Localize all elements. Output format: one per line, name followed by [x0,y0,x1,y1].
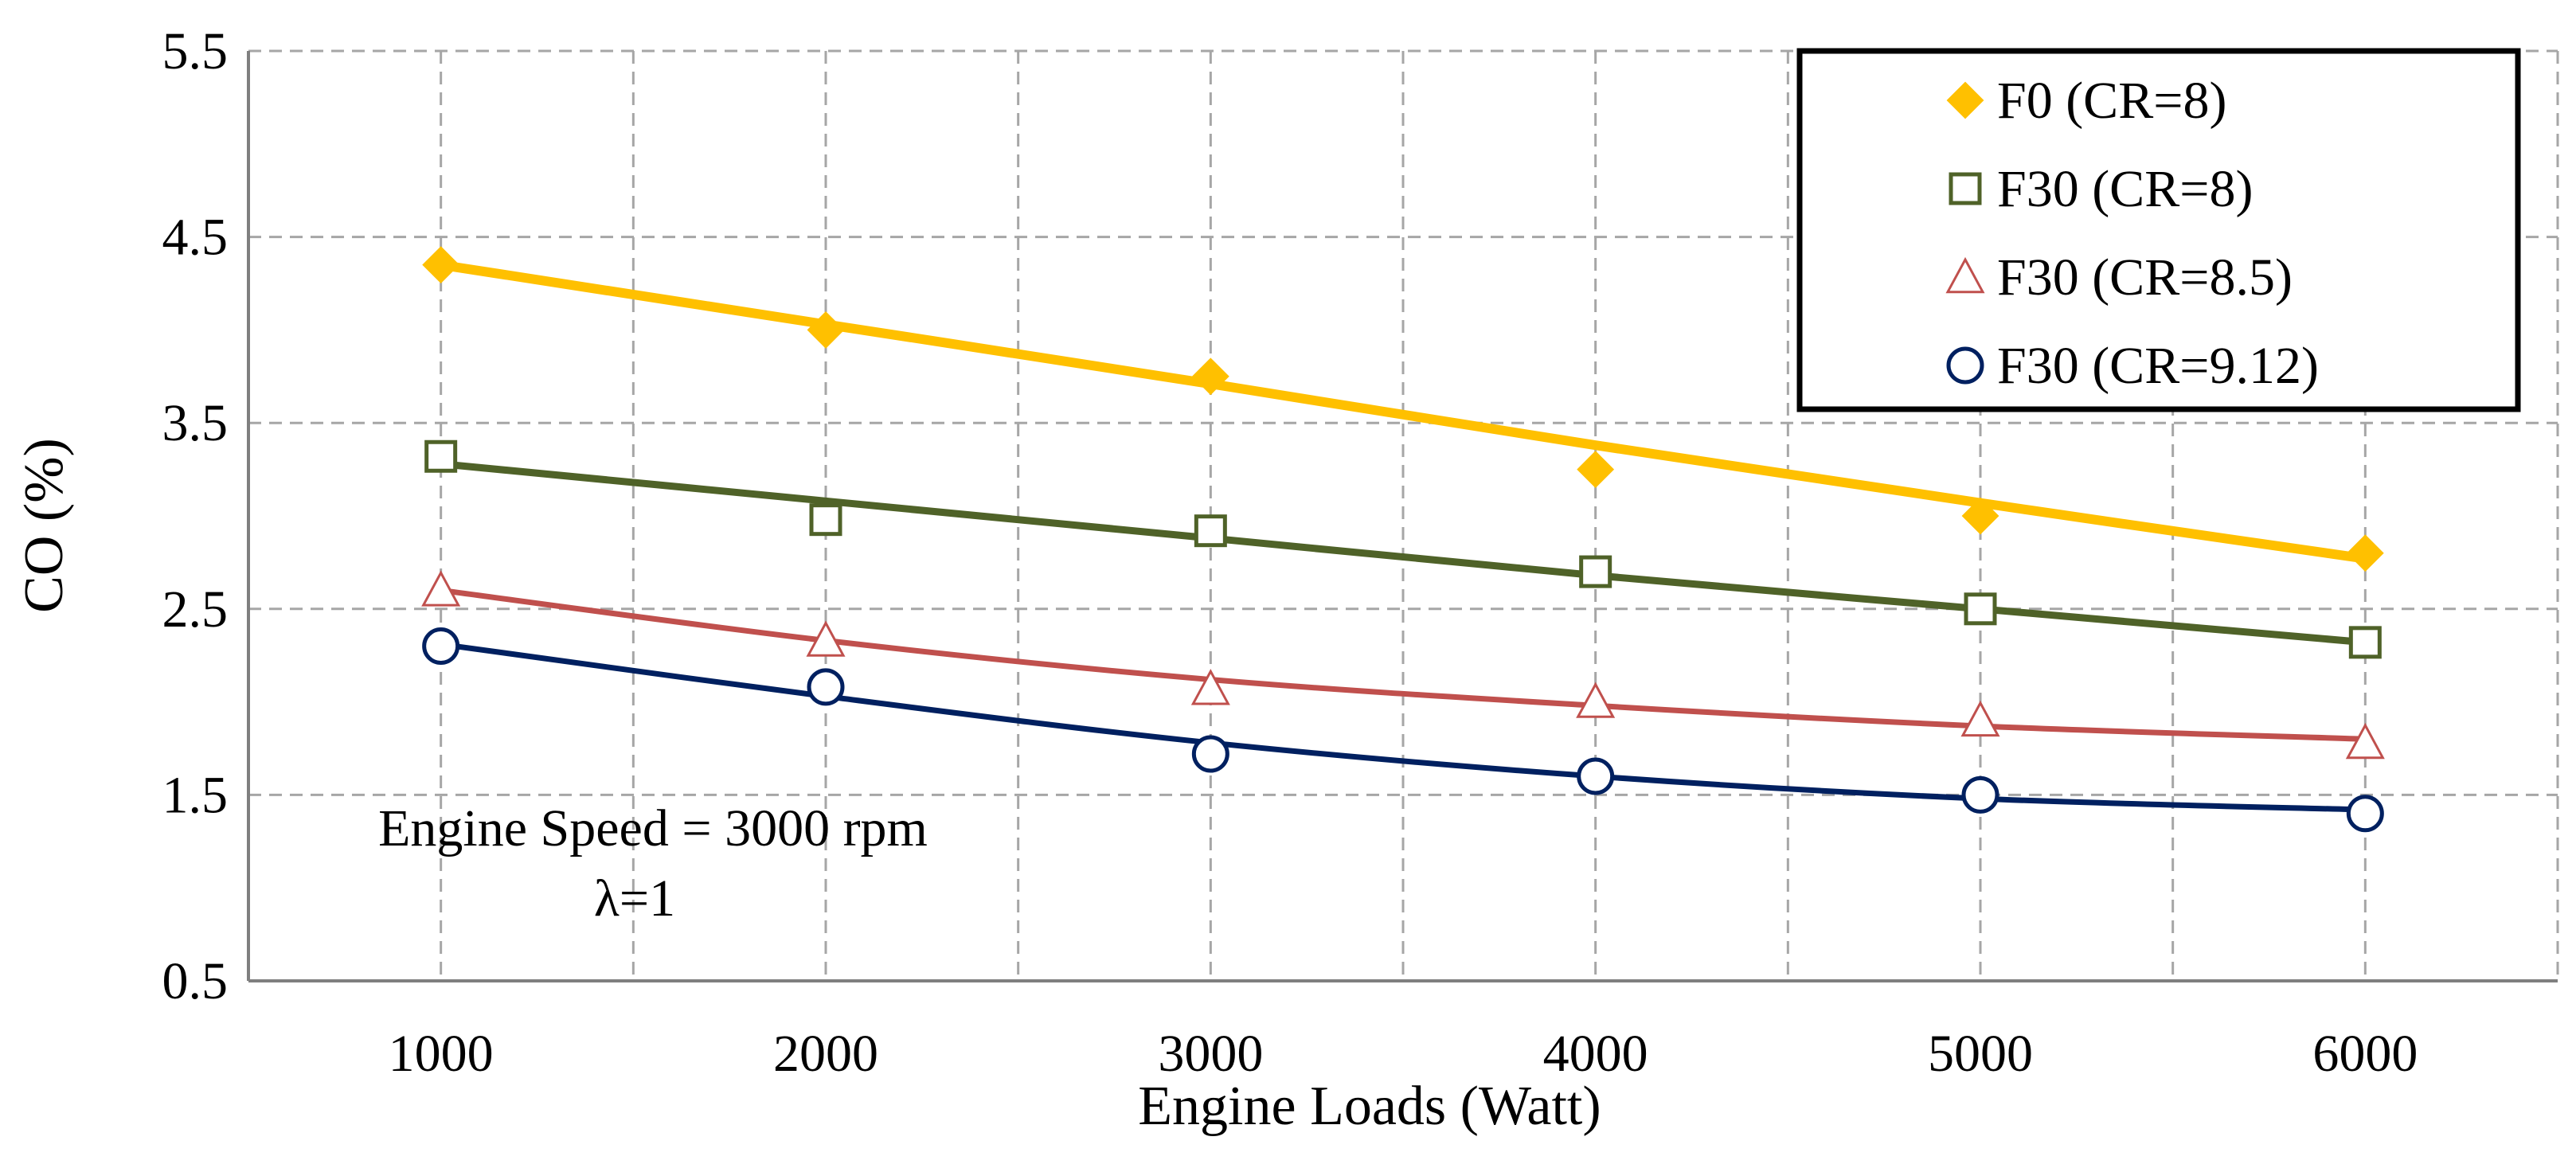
legend-label-3: F30 (CR=8.5) [1997,248,2293,307]
data-point-series-1 [1577,451,1615,489]
y-tick-label: 4.5 [162,209,229,267]
x-tick-label: 6000 [2312,1025,2418,1083]
y-axis-title: CO (%) [14,438,75,613]
data-point-series-4 [2346,795,2384,833]
data-point-series-4 [807,668,845,706]
trend-line-2 [437,460,2369,646]
x-tick-label: 5000 [1928,1025,2033,1083]
data-point-series-1 [807,311,845,349]
data-markers [421,246,2385,833]
data-point-series-4 [1961,775,1999,814]
x-tick-label: 2000 [773,1025,878,1083]
annotation-lambda: λ=1 [594,869,675,928]
axes [247,51,2558,982]
legend-label-2: F30 (CR=8) [1997,160,2253,218]
data-point-series-4 [1191,735,1229,773]
trend-line-1 [436,260,2371,564]
data-point-series-1 [422,246,460,284]
data-point-series-2 [1194,514,1227,548]
y-tick-label: 3.5 [162,394,229,452]
tick-labels: 0.5 1.5 2.5 3.5 4.5 5.5 1000 2000 3000 4000 5000 60… [162,22,2418,1083]
data-point-series-3 [1576,682,1616,718]
y-tick-label: 2.5 [162,580,229,639]
legend: F0 (CR=8) F30 (CR=8) F30 (CR=8.5) F30 (CR=9… [1796,48,2521,412]
data-point-series-2 [1964,592,1997,626]
data-point-series-1 [1961,497,1999,535]
trend-lines [436,260,2371,813]
legend-label-1: F0 (CR=8) [1997,72,2226,130]
legend-box [1796,48,2521,412]
x-tick-label: 3000 [1158,1025,1263,1083]
annotation-engine-speed: Engine Speed = 3000 rpm [378,799,928,857]
y-tick-label: 1.5 [162,766,229,824]
trend-line-4 [438,641,2368,813]
data-point-series-3 [1190,669,1230,705]
data-point-series-2 [424,439,458,473]
legend-marker-4 [1946,346,1984,385]
data-point-series-4 [1577,757,1615,795]
data-point-series-1 [2346,534,2384,572]
data-point-series-3 [1960,700,2000,737]
legend-marker-2 [1949,172,1982,205]
legend-marker-3 [1945,256,1985,294]
data-point-series-2 [2348,626,2382,659]
data-point-series-1 [1191,357,1229,396]
legend-label-4: F30 (CR=9.12) [1997,337,2319,395]
y-tick-label: 5.5 [162,22,229,80]
data-point-series-3 [421,570,461,607]
data-point-series-2 [1579,555,1612,588]
data-point-series-2 [809,503,842,537]
y-tick-label: 0.5 [162,952,229,1010]
data-point-series-3 [2345,722,2385,760]
trend-line-3 [438,587,2368,742]
data-point-series-3 [806,620,846,657]
x-tick-label: 1000 [389,1025,494,1083]
data-point-series-4 [422,627,460,666]
x-tick-label: 4000 [1543,1025,1648,1083]
legend-marker-1 [1946,81,1984,119]
x-axis-title: Engine Loads (Watt) [1138,1076,1601,1137]
